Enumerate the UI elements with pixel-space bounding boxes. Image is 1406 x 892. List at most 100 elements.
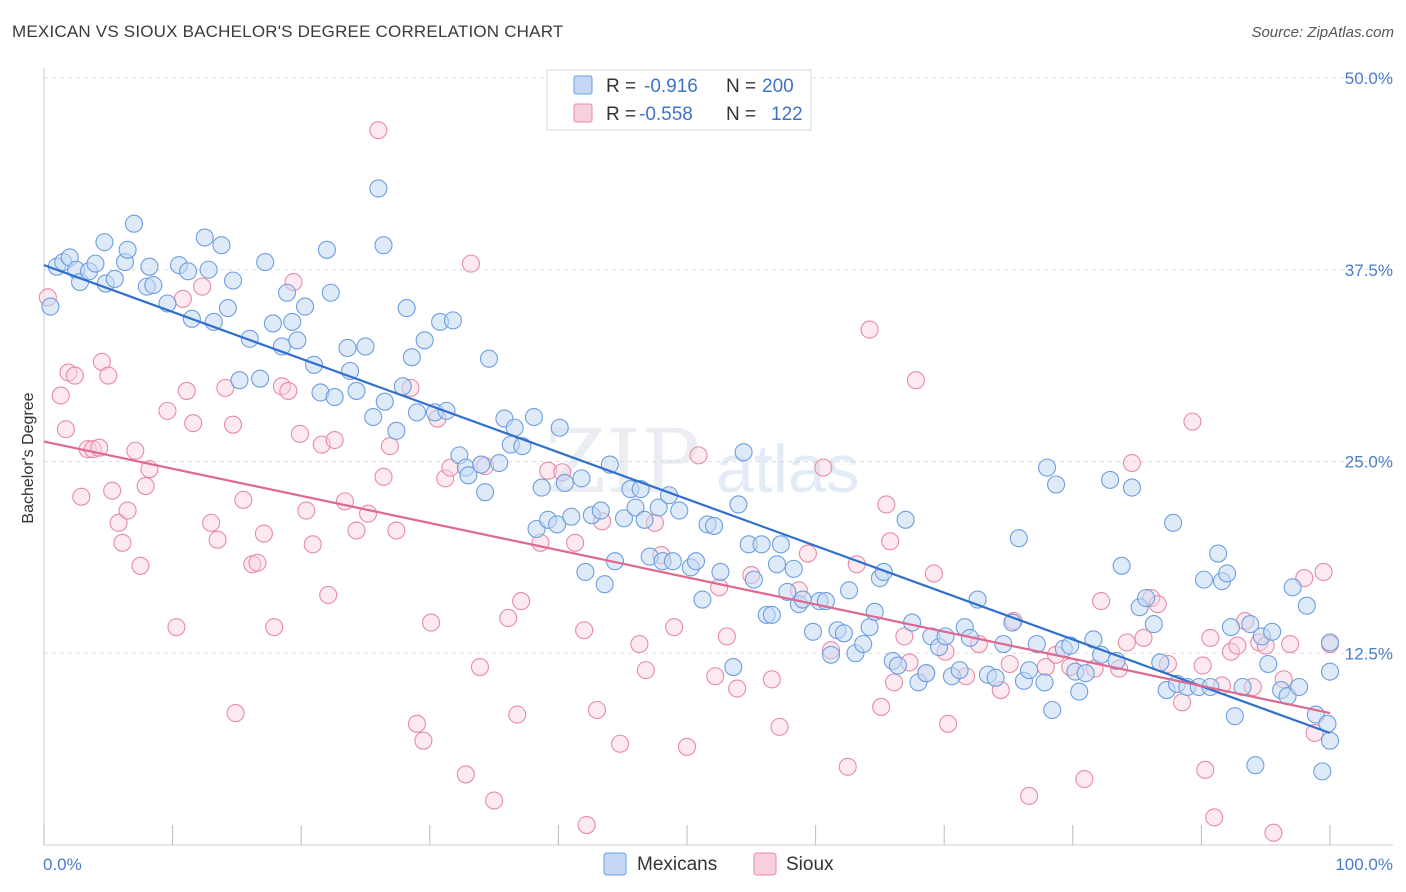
mexicans-point-77 [555, 473, 574, 493]
legend-r-value-2: -0.558 [639, 104, 693, 125]
sioux-point-62 [485, 791, 504, 810]
sioux-point-131 [1205, 808, 1224, 827]
watermark-atlas: atlas [716, 431, 860, 507]
mexicans-point-199 [1320, 662, 1340, 681]
y-tick-label-3: 50.0% [1345, 69, 1393, 88]
sioux-point-69 [566, 533, 585, 552]
mexicans-point-78 [562, 507, 581, 526]
mexicans-point-62 [459, 466, 478, 485]
mexicans-point-188 [1263, 622, 1282, 641]
mexicans-point-172 [1164, 513, 1183, 532]
mexicans-point-37 [305, 355, 324, 374]
mexicans-point-88 [626, 498, 645, 517]
mexicans-point-122 [834, 624, 853, 643]
sioux-point-19 [158, 401, 177, 420]
mexicans-point-28 [240, 329, 259, 348]
sioux-point-116 [1075, 769, 1094, 789]
mexicans-point-154 [1043, 700, 1062, 720]
mexicans-point-42 [338, 338, 357, 358]
mexicans-point-96 [670, 501, 689, 520]
sioux-point-99 [884, 673, 904, 692]
mexicans-point-24 [212, 236, 231, 255]
mexicans-point-47 [369, 179, 388, 198]
mexicans-point-51 [393, 377, 412, 396]
sioux-point-95 [860, 320, 879, 339]
sioux-point-104 [924, 564, 943, 583]
sioux-point-65 [512, 592, 531, 611]
sioux-point-52 [407, 714, 426, 733]
mexicans-point-192 [1290, 677, 1309, 697]
y-tick-label-0: 12.5% [1345, 644, 1393, 663]
mexicans-point-108 [752, 535, 771, 554]
sioux-point-16 [131, 556, 150, 575]
mexicans-point-101 [704, 516, 724, 535]
sioux-point-87 [762, 670, 781, 689]
sioux-point-49 [380, 437, 399, 456]
mexicans-point-30 [256, 253, 275, 272]
sioux-point-42 [319, 585, 338, 605]
sioux-point-39 [297, 501, 316, 520]
sioux-point-30 [234, 490, 253, 509]
mexicans-point-80 [576, 562, 595, 581]
mexicans-point-135 [917, 664, 936, 683]
mexicans-point-163 [1101, 470, 1120, 489]
mexicans-point-107 [744, 570, 763, 589]
mexicans-point-59 [443, 311, 462, 330]
mexicans-point-178 [1209, 544, 1228, 563]
mexicans-point-63 [472, 455, 491, 474]
sioux-point-40 [303, 535, 322, 554]
source-label: Source: ZipAtlas.com [1251, 24, 1394, 41]
sioux-point-60 [470, 658, 490, 677]
mexicans-point-165 [1112, 556, 1131, 575]
sioux-point-33 [254, 524, 273, 543]
sioux-point-72 [587, 700, 607, 720]
mexicans-point-65 [479, 349, 499, 368]
sioux-point-4 [65, 366, 84, 385]
mexicans-point-150 [1020, 661, 1039, 680]
mexicans-point-131 [888, 656, 907, 675]
mexicans-point-44 [347, 381, 366, 400]
sioux-point-93 [838, 757, 857, 776]
sioux-point-26 [208, 530, 227, 549]
mexicans-point-169 [1144, 615, 1163, 634]
sioux-point-81 [689, 446, 708, 465]
mexicans-point-176 [1194, 570, 1214, 589]
sioux-point-15 [126, 441, 145, 460]
sioux-point-20 [167, 618, 186, 637]
sioux-point-23 [184, 414, 203, 433]
sioux-point-128 [1193, 656, 1212, 675]
mexicans-point-180 [1218, 564, 1237, 583]
mexicans-point-82 [591, 501, 610, 520]
sioux-point-80 [677, 737, 697, 756]
mexicans-point-120 [821, 645, 841, 664]
mexicans-point-117 [803, 622, 823, 641]
sioux-point-126 [1173, 693, 1192, 712]
mexicans-point-187 [1259, 654, 1278, 674]
trend-lines [43, 264, 1331, 735]
mexicans-point-26 [223, 271, 243, 290]
sioux-point-121 [1122, 453, 1142, 473]
sioux-point-34 [265, 618, 284, 637]
mexicans-point-46 [364, 407, 383, 427]
mexicans-point-99 [693, 590, 712, 609]
mexicans-point-102 [711, 562, 730, 581]
mexicans-point-160 [1076, 664, 1095, 683]
mexicans-point-185 [1246, 756, 1265, 775]
mexicans-point-16 [144, 276, 163, 295]
sioux-point-91 [814, 458, 833, 477]
mexicans-point-20 [178, 262, 198, 281]
sioux-point-74 [611, 734, 630, 753]
sioux-point-56 [436, 469, 455, 488]
x-tick-label-0: 0.0% [43, 855, 82, 874]
mexicans-point-73 [532, 478, 551, 497]
sioux-point-141 [1281, 634, 1300, 654]
mexicans-point-198 [1320, 633, 1340, 652]
mexicans-point-35 [288, 331, 307, 350]
sioux-point-120 [1117, 633, 1136, 652]
sioux-point-83 [710, 578, 729, 597]
sioux-point-122 [1134, 628, 1153, 647]
sioux-point-139 [1264, 823, 1283, 842]
legend: R = -0.916 N = 200 R = -0.558 N = 122 [546, 69, 812, 131]
mexicans-point-191 [1283, 578, 1302, 597]
